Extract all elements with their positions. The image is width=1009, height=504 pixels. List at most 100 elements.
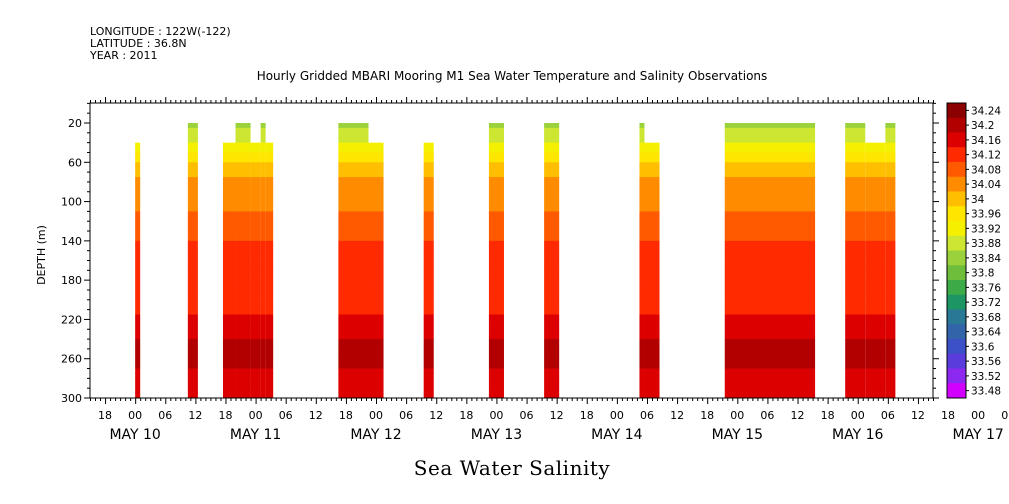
salinity-cell <box>235 235 251 242</box>
salinity-cell <box>368 250 384 256</box>
salinity-cell <box>235 368 251 374</box>
salinity-cell <box>845 314 866 320</box>
salinity-cell <box>338 368 369 374</box>
salinity-cell <box>885 250 896 256</box>
salinity-cell <box>885 255 896 261</box>
salinity-cell <box>260 324 266 330</box>
salinity-cell <box>544 250 560 256</box>
data-column <box>338 123 369 399</box>
data-column <box>222 142 236 399</box>
salinity-cell <box>235 221 251 227</box>
salinity-cell <box>724 196 816 202</box>
salinity-cell <box>639 167 645 173</box>
salinity-cell <box>544 309 560 315</box>
salinity-cell <box>135 319 141 325</box>
salinity-cell <box>222 299 236 306</box>
salinity-cell <box>235 152 251 158</box>
salinity-cell <box>423 157 434 163</box>
salinity-cell <box>250 196 261 202</box>
salinity-cell <box>865 235 886 242</box>
salinity-cell <box>368 226 384 232</box>
colorbar-label: 33.72 <box>971 297 1001 309</box>
salinity-cell <box>222 378 236 384</box>
salinity-cell <box>368 289 384 296</box>
salinity-cell <box>250 294 261 301</box>
salinity-cell <box>724 191 816 198</box>
colorbar-swatch <box>947 132 966 148</box>
salinity-cell <box>222 177 236 183</box>
data-column <box>187 123 198 399</box>
salinity-cell <box>135 147 141 153</box>
salinity-cell <box>644 294 660 301</box>
salinity-cell <box>423 152 434 158</box>
salinity-cell <box>235 240 251 247</box>
salinity-cell <box>187 339 198 345</box>
salinity-cell <box>885 294 896 301</box>
salinity-cell <box>338 216 369 222</box>
salinity-cell <box>260 329 266 335</box>
salinity-cell <box>135 181 141 188</box>
salinity-cell <box>865 373 886 379</box>
salinity-cell <box>265 152 274 158</box>
salinity-cell <box>423 358 434 365</box>
salinity-cell <box>639 211 645 217</box>
salinity-cell <box>187 201 198 207</box>
salinity-cell <box>544 186 560 193</box>
salinity-cell <box>488 201 504 207</box>
salinity-cell <box>639 123 645 129</box>
salinity-cell <box>235 245 251 252</box>
y-tick-label: 260 <box>61 353 82 366</box>
salinity-cell <box>250 260 261 266</box>
salinity-cell <box>544 285 560 291</box>
salinity-cell <box>644 265 660 271</box>
salinity-cell <box>644 206 660 212</box>
salinity-cell <box>488 280 504 286</box>
salinity-cell <box>187 167 198 173</box>
salinity-cell <box>488 123 504 129</box>
salinity-cell <box>135 285 141 291</box>
salinity-cell <box>187 186 198 193</box>
salinity-cell <box>187 216 198 222</box>
salinity-cell <box>639 132 645 139</box>
salinity-cell <box>187 314 198 320</box>
x-tick-label: 12 <box>791 409 805 422</box>
salinity-cell <box>865 147 886 153</box>
salinity-cell <box>423 314 434 320</box>
salinity-cell <box>544 265 560 271</box>
salinity-cell <box>135 343 141 350</box>
salinity-cell <box>260 240 266 247</box>
salinity-cell <box>368 172 384 178</box>
salinity-cell <box>235 358 251 365</box>
salinity-cell <box>865 329 886 335</box>
salinity-cell <box>250 314 261 320</box>
salinity-cell <box>265 221 274 227</box>
salinity-cell <box>845 181 866 188</box>
salinity-cell <box>222 216 236 222</box>
salinity-cell <box>885 363 896 369</box>
salinity-cell <box>865 324 886 330</box>
salinity-cell <box>845 211 866 217</box>
salinity-cell <box>639 186 645 193</box>
data-column <box>724 123 816 399</box>
salinity-cell <box>222 226 236 232</box>
salinity-cell <box>265 216 274 222</box>
salinity-cell <box>644 353 660 360</box>
salinity-cell <box>235 314 251 320</box>
salinity-cell <box>639 324 645 330</box>
salinity-cell <box>885 280 896 286</box>
salinity-cell <box>544 270 560 276</box>
salinity-cell <box>135 235 141 242</box>
salinity-cell <box>639 177 645 183</box>
salinity-cell <box>845 142 866 148</box>
salinity-cell <box>885 319 896 325</box>
salinity-cell <box>135 378 141 384</box>
salinity-cell <box>222 147 236 153</box>
salinity-cell <box>488 334 504 340</box>
salinity-cell <box>260 270 266 276</box>
salinity-cell <box>488 221 504 227</box>
salinity-cell <box>260 358 266 365</box>
salinity-cell <box>187 378 198 384</box>
salinity-cell <box>885 162 896 168</box>
salinity-cell <box>885 334 896 340</box>
salinity-cell <box>235 289 251 296</box>
